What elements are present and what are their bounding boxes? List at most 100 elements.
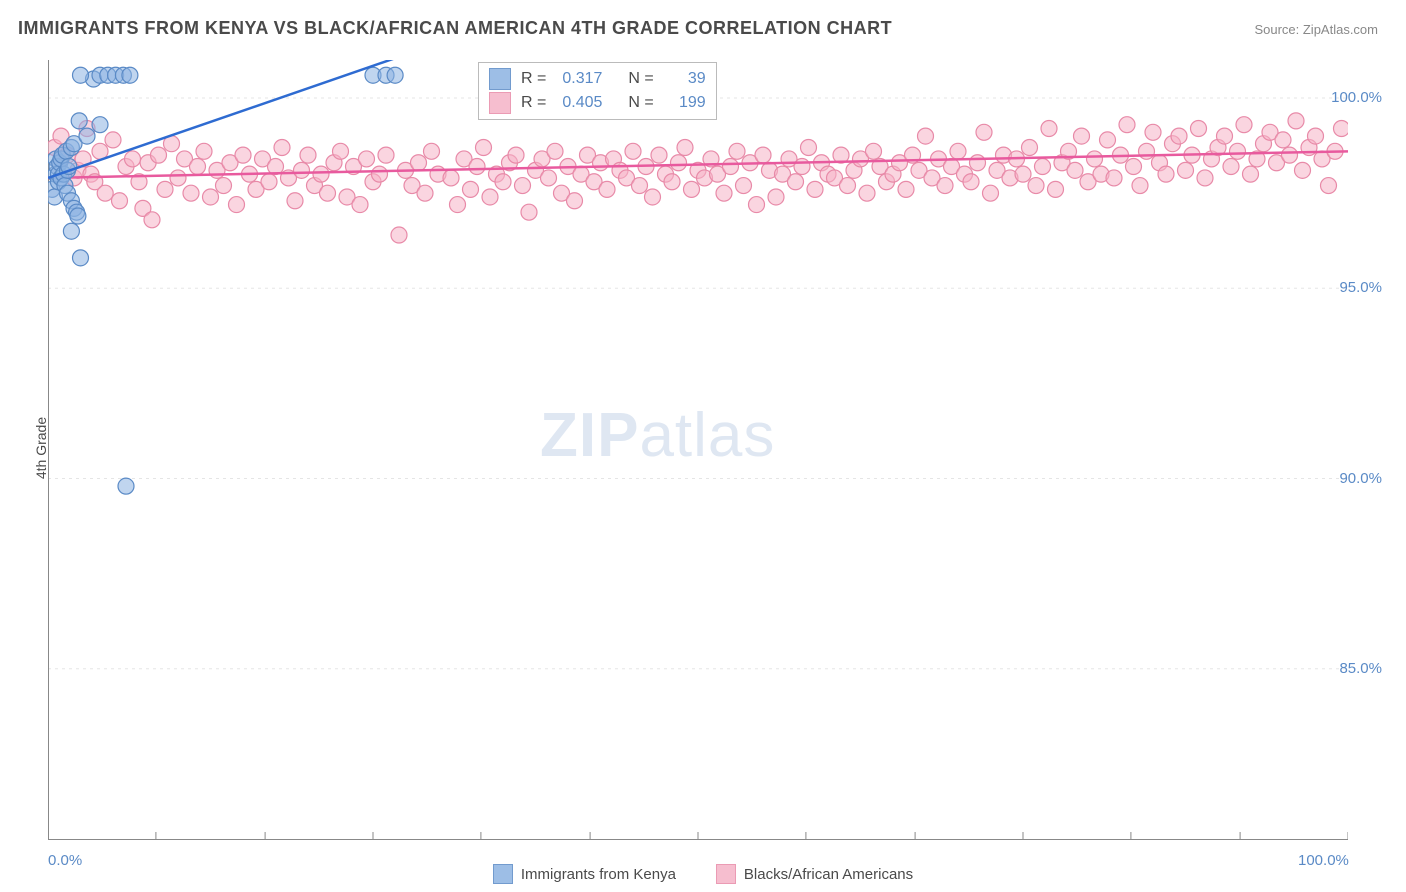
data-point xyxy=(1126,159,1142,175)
bottom-legend-item: Immigrants from Kenya xyxy=(493,864,676,884)
data-point xyxy=(1035,159,1051,175)
data-point xyxy=(1191,120,1207,136)
data-point xyxy=(73,250,89,266)
data-point xyxy=(794,159,810,175)
data-point xyxy=(768,189,784,205)
data-point xyxy=(469,159,485,175)
data-point xyxy=(1119,117,1135,133)
data-point xyxy=(1158,166,1174,182)
data-point xyxy=(807,181,823,197)
data-point xyxy=(898,181,914,197)
legend-r-label: R = xyxy=(521,70,546,88)
data-point xyxy=(313,166,329,182)
legend-row: R = 0.317 N = 39 xyxy=(489,67,706,91)
data-point xyxy=(196,143,212,159)
data-point xyxy=(521,204,537,220)
data-point xyxy=(1139,143,1155,159)
data-point xyxy=(1022,140,1038,156)
data-point xyxy=(729,143,745,159)
data-point xyxy=(411,155,427,171)
data-point xyxy=(1028,178,1044,194)
data-point xyxy=(859,185,875,201)
data-point xyxy=(515,178,531,194)
data-point xyxy=(203,189,219,205)
data-point xyxy=(79,128,95,144)
bottom-legend-item: Blacks/African Americans xyxy=(716,864,913,884)
data-point xyxy=(235,147,251,163)
data-point xyxy=(1087,151,1103,167)
data-point xyxy=(157,181,173,197)
data-point xyxy=(424,143,440,159)
data-point xyxy=(495,174,511,190)
data-point xyxy=(866,143,882,159)
data-point xyxy=(840,178,856,194)
data-point xyxy=(183,185,199,201)
data-point xyxy=(216,178,232,194)
data-point xyxy=(1067,162,1083,178)
data-point xyxy=(71,113,87,129)
data-point xyxy=(170,170,186,186)
y-tick-label: 90.0% xyxy=(1339,470,1382,487)
legend-n-label: N = xyxy=(628,70,653,88)
legend-swatch xyxy=(489,68,511,90)
data-point xyxy=(417,185,433,201)
data-point xyxy=(1197,170,1213,186)
data-point xyxy=(1223,159,1239,175)
data-point xyxy=(190,159,206,175)
data-point xyxy=(918,128,934,144)
data-point xyxy=(1308,128,1324,144)
data-point xyxy=(645,189,661,205)
legend-n-value: 39 xyxy=(670,70,706,88)
data-point xyxy=(476,140,492,156)
data-point xyxy=(736,178,752,194)
data-point xyxy=(482,189,498,205)
legend-swatch xyxy=(716,864,736,884)
data-point xyxy=(684,181,700,197)
data-point xyxy=(387,67,403,83)
y-tick-label: 100.0% xyxy=(1331,89,1382,106)
legend-swatch xyxy=(493,864,513,884)
data-point xyxy=(1178,162,1194,178)
data-point xyxy=(1100,132,1116,148)
data-point xyxy=(1230,143,1246,159)
source-attribution: Source: ZipAtlas.com xyxy=(1254,22,1378,37)
data-point xyxy=(671,155,687,171)
data-point xyxy=(1321,178,1337,194)
x-tick-label: 0.0% xyxy=(48,852,82,869)
data-point xyxy=(391,227,407,243)
data-point xyxy=(122,67,138,83)
data-point xyxy=(300,147,316,163)
chart-container: IMMIGRANTS FROM KENYA VS BLACK/AFRICAN A… xyxy=(0,0,1406,892)
stats-legend: R =0.317N =39R =0.405N =199 xyxy=(478,62,717,120)
data-point xyxy=(937,178,953,194)
data-point xyxy=(1171,128,1187,144)
data-point xyxy=(118,478,134,494)
data-point xyxy=(632,178,648,194)
data-point xyxy=(1106,170,1122,186)
plot-svg xyxy=(48,60,1348,840)
legend-r-value: 0.317 xyxy=(562,70,618,88)
data-point xyxy=(651,147,667,163)
data-point xyxy=(70,208,86,224)
data-point xyxy=(508,147,524,163)
data-point xyxy=(749,197,765,213)
data-point xyxy=(229,197,245,213)
data-point xyxy=(599,181,615,197)
data-point xyxy=(151,147,167,163)
legend-n-value: 199 xyxy=(670,94,706,112)
source-prefix: Source: xyxy=(1254,22,1302,37)
data-point xyxy=(261,174,277,190)
data-point xyxy=(723,159,739,175)
data-point xyxy=(976,124,992,140)
data-point xyxy=(443,170,459,186)
data-point xyxy=(950,143,966,159)
bottom-legend-label: Blacks/African Americans xyxy=(744,866,913,883)
data-point xyxy=(1015,166,1031,182)
data-point xyxy=(1288,113,1304,129)
data-point xyxy=(105,132,121,148)
data-point xyxy=(970,155,986,171)
data-point xyxy=(963,174,979,190)
data-point xyxy=(1243,166,1259,182)
data-point xyxy=(664,174,680,190)
data-point xyxy=(73,67,89,83)
